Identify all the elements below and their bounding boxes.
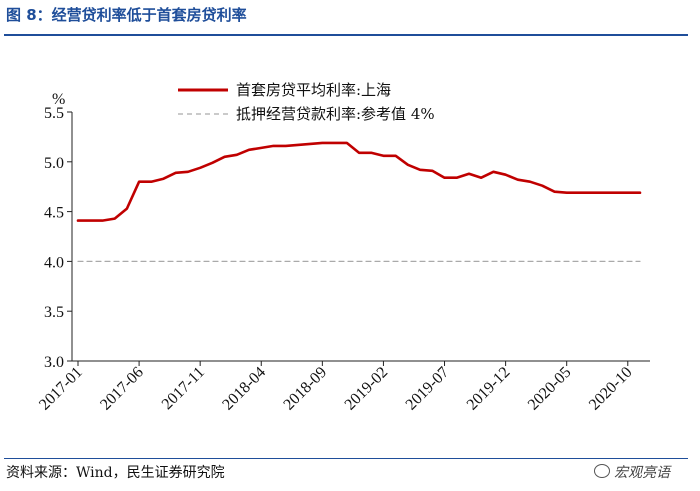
x-tick-label: 2017-01 xyxy=(36,364,86,414)
watermark-text: 宏观亮语 xyxy=(614,465,670,481)
x-tick-label: 2018-09 xyxy=(280,364,330,414)
legend-label: 抵押经营贷款利率:参考值 4% xyxy=(236,105,435,123)
figure-title: 图 8：经营贷利率低于首套房贷利率 xyxy=(6,6,247,24)
y-tick-label: 5.0 xyxy=(44,155,64,172)
footer-divider xyxy=(4,458,688,459)
y-tick-label: 3.5 xyxy=(44,304,64,321)
y-axis-unit: % xyxy=(52,91,65,108)
source-note: 资料来源：Wind，民生证券研究院 xyxy=(6,465,225,481)
wechat-icon xyxy=(594,464,610,478)
y-tick-label: 4.5 xyxy=(44,205,64,222)
title-divider xyxy=(4,34,688,36)
y-tick-label: 3.0 xyxy=(44,354,64,371)
y-tick-label: 5.5 xyxy=(44,105,64,122)
mortgage-rate-series xyxy=(76,141,642,222)
x-tick-label: 2019-02 xyxy=(342,364,392,414)
x-tick-label: 2017-06 xyxy=(97,364,147,414)
legend-label: 首套房贷平均利率:上海 xyxy=(236,81,391,99)
series-layer xyxy=(76,141,642,262)
y-tick-label: 4.0 xyxy=(44,254,64,271)
x-tick-label: 2017-11 xyxy=(159,364,208,413)
x-tick-label: 2019-07 xyxy=(403,364,453,414)
x-tick-label: 2018-04 xyxy=(219,364,269,414)
watermark: 宏观亮语 xyxy=(594,462,670,484)
x-tick-label: 2019-12 xyxy=(464,364,514,414)
x-tick-label: 2020-05 xyxy=(525,364,575,414)
chart-axes: 3.0 3.5 4.0 4.5 5.0 5.5% 2017-01 2017-06 2017-11… xyxy=(36,91,650,414)
x-tick-label: 2020-10 xyxy=(586,364,636,414)
